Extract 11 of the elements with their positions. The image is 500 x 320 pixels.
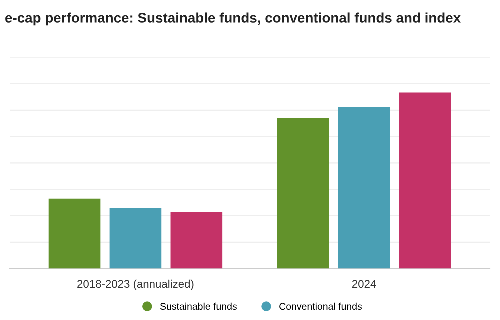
x-tick-label: 2024 — [352, 280, 376, 288]
bar — [277, 118, 330, 269]
chart-title: e-cap performance: Sustainable funds, conventional funds and index — [6, 12, 461, 26]
bar — [338, 107, 390, 269]
bar — [170, 212, 223, 269]
legend-label: Conventional funds — [280, 302, 362, 310]
bar — [399, 92, 452, 269]
legend-label: Sustainable funds — [160, 302, 237, 310]
bar — [48, 198, 101, 269]
bar — [110, 208, 162, 269]
x-tick-label: 2018-2023 (annualized) — [78, 280, 194, 290]
